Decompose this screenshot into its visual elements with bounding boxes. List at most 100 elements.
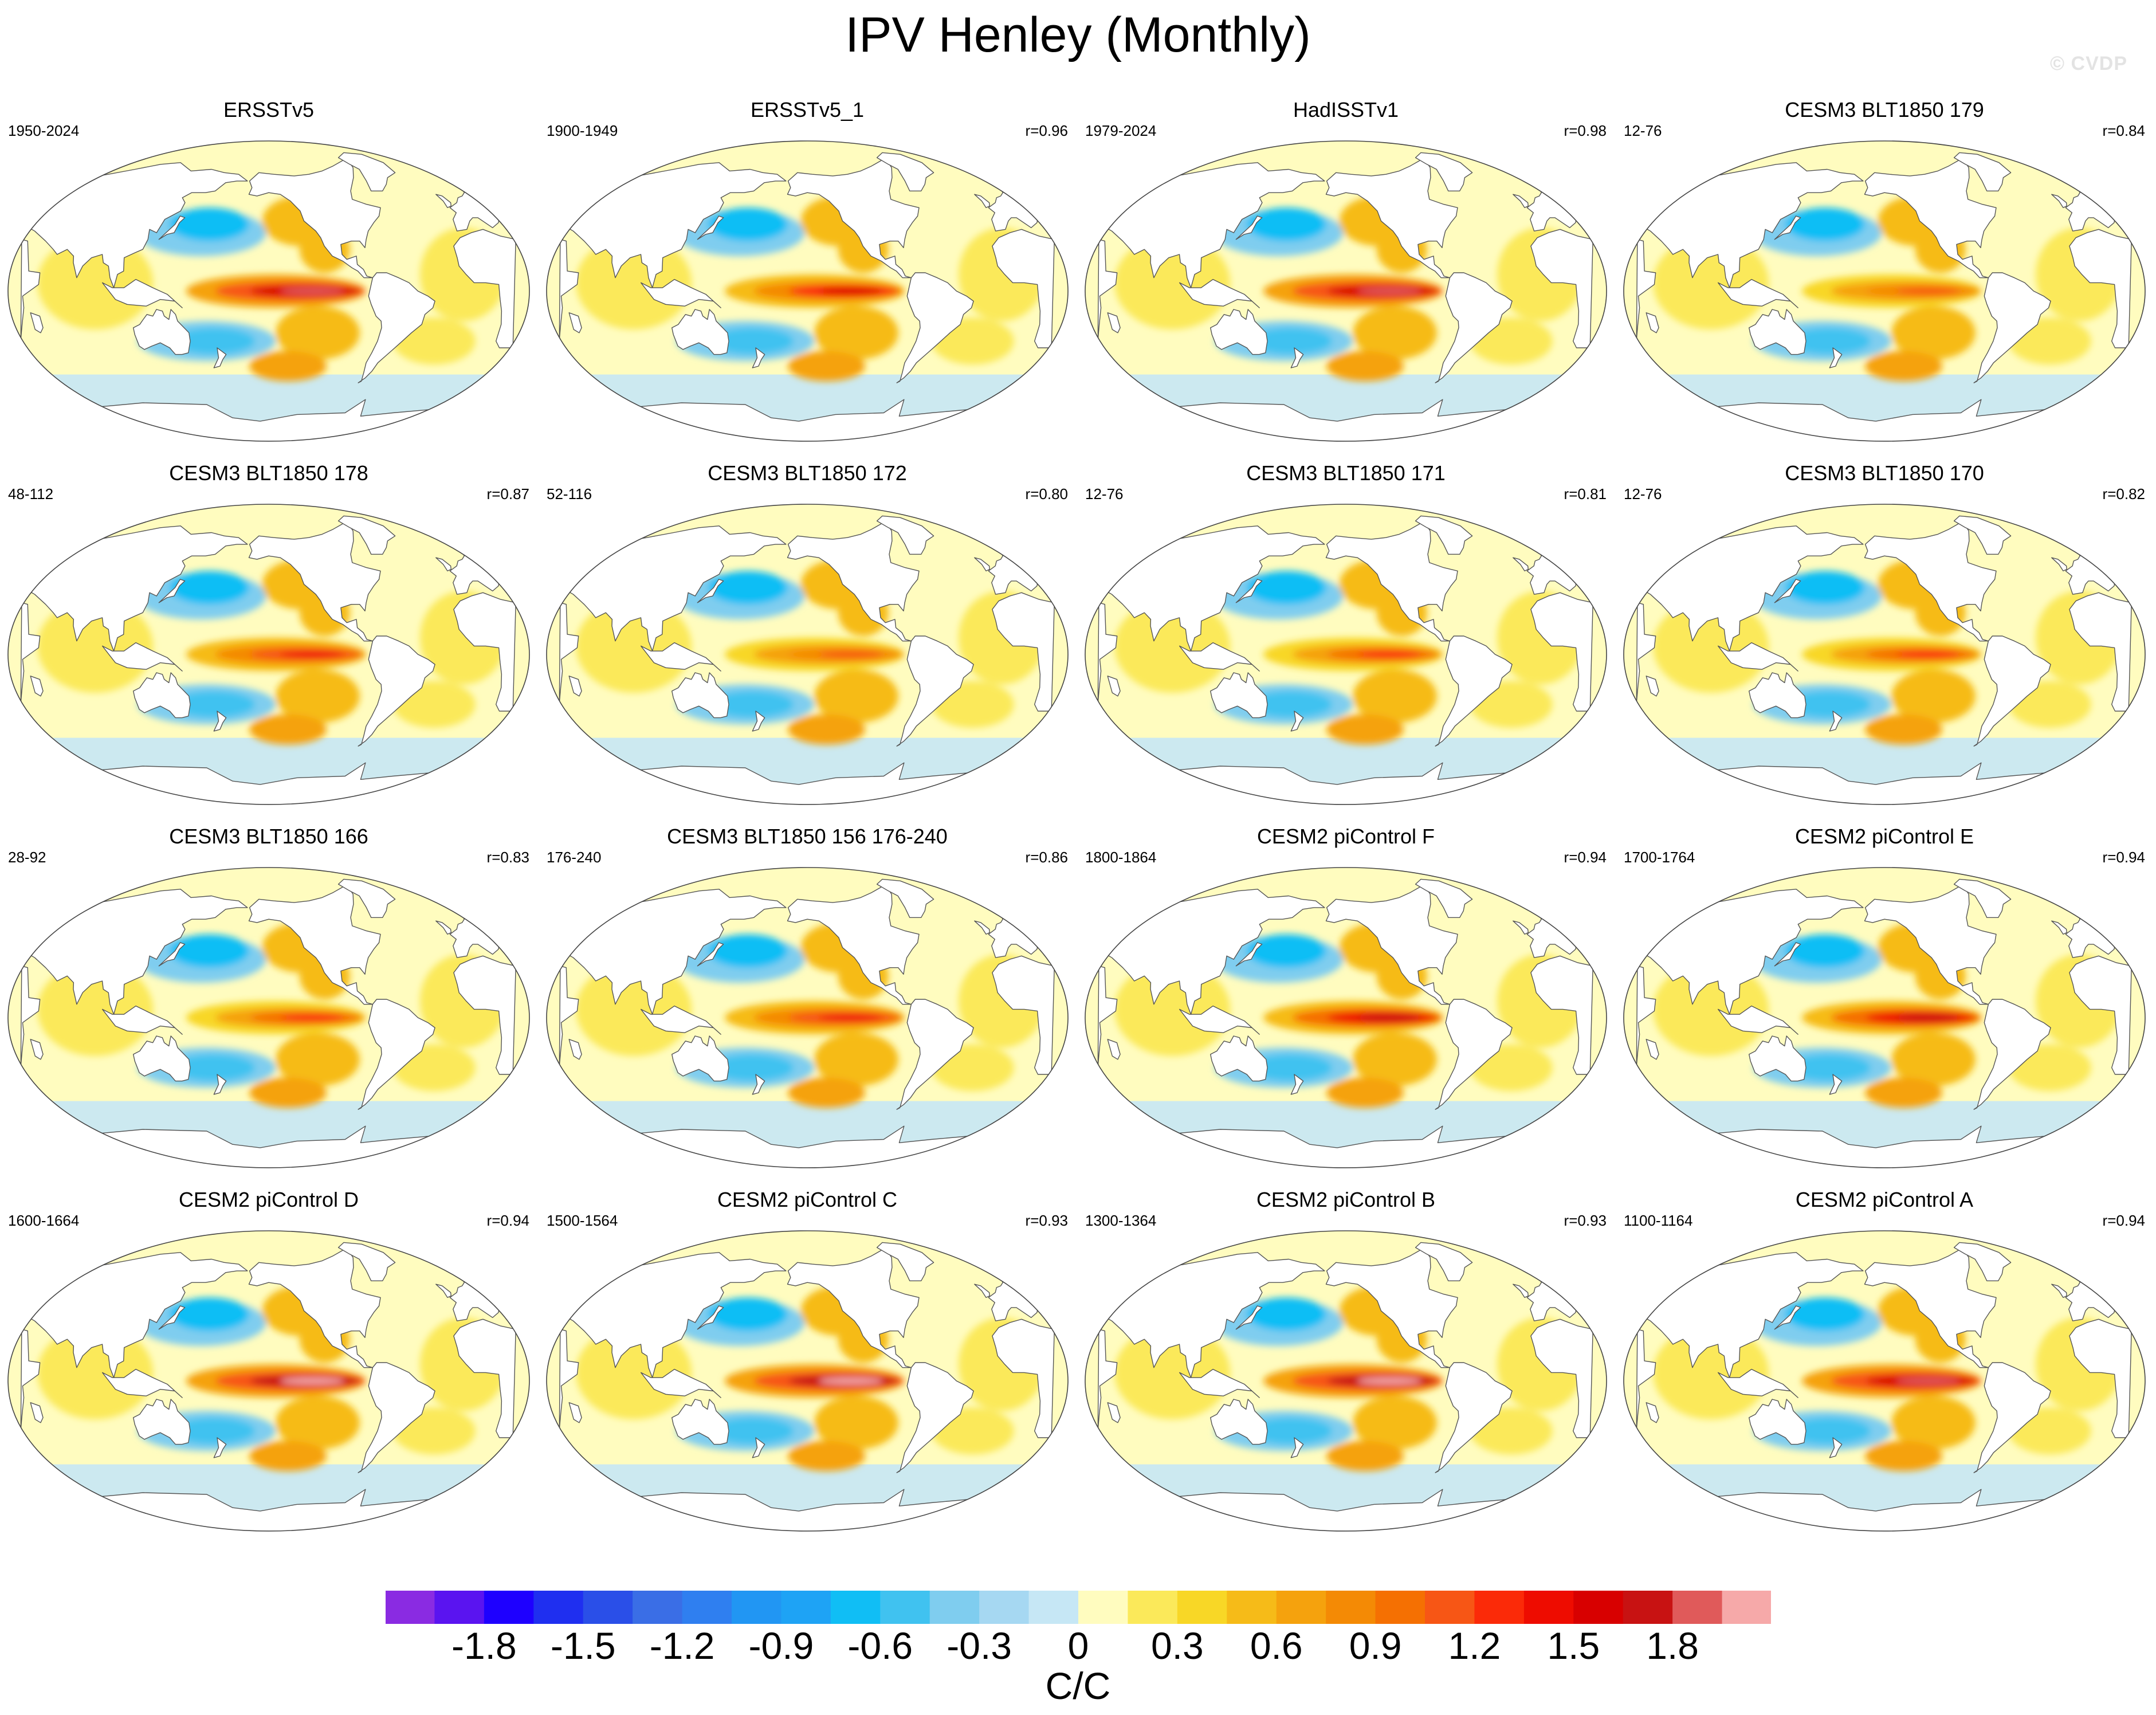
panel-period: 12-76: [1624, 122, 1662, 139]
colorbar-swatch: [1177, 1590, 1227, 1624]
colorbar-swatch: [732, 1590, 781, 1624]
land-eurasia: [1644, 525, 1864, 652]
land-madagascar: [30, 312, 44, 333]
anomaly-region: [788, 714, 865, 745]
land-madagascar: [1646, 1402, 1659, 1423]
land-greenland: [1953, 878, 2012, 919]
anomaly-region: [1785, 571, 1865, 605]
colorbar-swatch: [1425, 1590, 1475, 1624]
land-new-zealand: [752, 711, 765, 732]
anomaly-region: [172, 328, 255, 355]
map-panel: CESM3 BLT1850 172 52-116 r=0.80: [539, 461, 1076, 810]
land-new-zealand: [752, 1437, 765, 1458]
anomaly-region: [280, 651, 344, 658]
colorbar-frame: [385, 1590, 1772, 1624]
panel-title: CESM3 BLT1850 166: [169, 825, 368, 848]
land-eurasia: [1105, 889, 1325, 1015]
panel-title: ERSSTv5_1: [750, 98, 865, 121]
anomaly-region: [249, 1441, 327, 1471]
anomaly-region: [172, 1054, 255, 1081]
anomaly-region: [1249, 328, 1332, 355]
land-south-america: [1973, 635, 2051, 747]
panel-title: ERSSTv5: [223, 98, 315, 121]
land-indonesia: [1717, 278, 1798, 308]
land-uk: [2051, 557, 2067, 572]
colorbar-swatch: [633, 1590, 683, 1624]
map-border: [1623, 140, 2146, 442]
land-new-zealand: [1290, 711, 1304, 732]
anomaly-region: [1357, 288, 1421, 295]
land-japan: [1235, 942, 1263, 967]
watermark: © CVDP: [2050, 53, 2127, 74]
colorbar-swatch: [1276, 1590, 1326, 1624]
colorbar-swatch: [1375, 1590, 1425, 1624]
colorbar-swatch: [1722, 1590, 1772, 1624]
map-border: [1085, 504, 1607, 805]
anomaly-region: [1865, 351, 1942, 382]
land-japan: [1774, 579, 1801, 603]
land-madagascar: [568, 676, 582, 697]
map-panel: CESM3 BLT1850 178 48-112 r=0.87: [0, 461, 537, 810]
anomaly-region: [170, 571, 249, 605]
land-eurasia: [1105, 162, 1325, 288]
land-madagascar: [1107, 676, 1121, 697]
anomaly-region: [170, 207, 249, 241]
anomaly-region: [280, 1378, 344, 1384]
land-indonesia: [1717, 1368, 1798, 1398]
land-eurasia: [28, 889, 248, 1015]
land-madagascar: [30, 676, 44, 697]
map-border: [7, 1230, 530, 1532]
panel-correlation: r=0.93: [1564, 1212, 1607, 1229]
map-panel: ERSSTv5_1 1900-1949 r=0.96: [539, 97, 1076, 447]
panel-title: HadISSTv1: [1293, 98, 1399, 121]
colorbar-swatch: [1227, 1590, 1277, 1624]
land-eurasia: [567, 525, 787, 652]
land-eurasia: [28, 525, 248, 652]
panel-period: 1600-1664: [8, 1212, 80, 1229]
anomaly-region: [170, 1297, 249, 1331]
anomaly-region: [1788, 1418, 1871, 1445]
anomaly-region: [708, 1297, 788, 1331]
land-new-zealand: [1829, 1437, 1843, 1458]
land-south-america: [896, 635, 974, 747]
land-greenland: [1415, 1242, 1473, 1282]
land-indonesia: [640, 642, 721, 672]
colorbar-tick-label: -0.9: [748, 1624, 814, 1667]
land-new-zealand: [752, 1074, 765, 1095]
map-border: [546, 1230, 1069, 1532]
land-greenland: [1415, 152, 1473, 192]
map-plot: [546, 867, 1069, 1168]
land-indonesia: [101, 642, 183, 672]
anomaly-region: [1326, 351, 1404, 382]
land-indonesia: [101, 1368, 183, 1398]
land-japan: [1774, 942, 1801, 967]
panel-period: 28-92: [8, 849, 46, 866]
map-plot: [546, 140, 1069, 442]
map-panel: CESM2 piControl D 1600-1664 r=0.94: [0, 1187, 537, 1537]
land-eurasia: [1105, 525, 1325, 652]
land-south-america: [358, 999, 435, 1110]
land-greenland: [1953, 152, 2012, 192]
colorbar-swatch: [1573, 1590, 1624, 1624]
colorbar-tick-label: -0.6: [847, 1624, 913, 1667]
anomaly-region: [1891, 306, 1976, 360]
colorbar-swatch: [880, 1590, 930, 1624]
anomaly-region: [1326, 714, 1404, 745]
land-japan: [158, 579, 186, 603]
land-eurasia: [567, 162, 787, 288]
land-greenland: [876, 152, 934, 192]
land-indonesia: [1179, 1368, 1260, 1398]
anomaly-region: [1247, 207, 1326, 241]
land-uk: [435, 920, 451, 935]
land-australia: [132, 1035, 191, 1082]
colorbar-tick-label: 1.8: [1646, 1624, 1699, 1667]
land-uk: [974, 557, 990, 572]
panel-correlation: r=0.94: [486, 1212, 529, 1229]
anomaly-region: [1326, 1441, 1404, 1471]
land-australia: [1748, 672, 1807, 719]
map-plot: [1623, 504, 2146, 805]
panel-title: CESM2 piControl A: [1795, 1188, 1974, 1211]
panel-correlation: r=0.93: [1025, 1212, 1068, 1229]
panel-title: CESM2 piControl C: [717, 1188, 898, 1211]
land-madagascar: [1646, 312, 1659, 333]
